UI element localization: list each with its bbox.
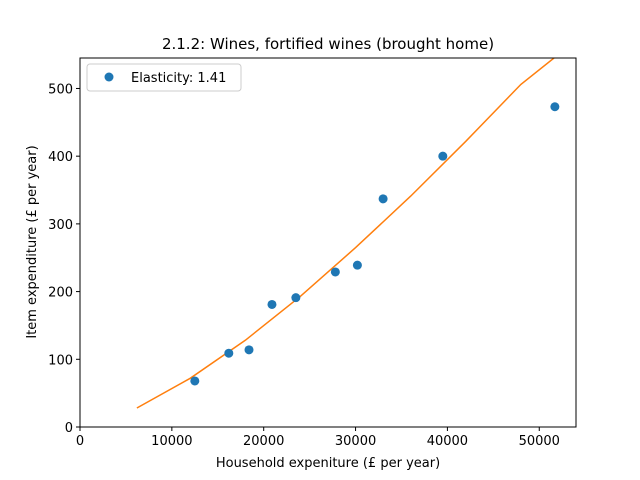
data-point <box>267 299 277 309</box>
x-tick-label: 40000 <box>427 434 468 449</box>
legend-label: Elasticity: 1.41 <box>131 71 226 86</box>
y-tick-label: 100 <box>48 353 73 368</box>
y-tick-label: 500 <box>48 82 73 97</box>
x-tick-label: 0 <box>76 434 84 449</box>
x-axis: 0 10000 20000 30000 40000 50000 <box>76 427 560 449</box>
x-tick-label: 30000 <box>335 434 376 449</box>
x-tick-label: 20000 <box>243 434 284 449</box>
y-tick-label: 0 <box>65 421 73 436</box>
y-axis-label: Item expenditure (£ per year) <box>25 145 40 338</box>
data-point <box>352 260 362 270</box>
y-axis: 0 100 200 300 400 500 <box>48 82 80 436</box>
x-tick-label: 10000 <box>151 434 192 449</box>
data-point <box>550 102 560 112</box>
fit-line-layer <box>136 58 555 409</box>
data-point <box>378 194 388 204</box>
data-point <box>438 151 448 161</box>
y-tick-label: 300 <box>48 218 73 233</box>
plot-frame <box>79 57 577 428</box>
x-tick-label: 50000 <box>519 434 560 449</box>
y-tick-label: 400 <box>48 150 73 165</box>
data-point <box>244 345 254 355</box>
data-points-layer <box>190 102 560 386</box>
data-point <box>190 376 200 386</box>
x-axis-label: Household expeniture (£ per year) <box>216 456 440 471</box>
data-point <box>330 267 340 277</box>
legend: Elasticity: 1.41 <box>86 63 242 92</box>
data-point <box>224 348 234 358</box>
chart-title: 2.1.2: Wines, fortified wines (brought h… <box>162 35 494 53</box>
legend-frame <box>86 63 242 92</box>
y-tick-label: 200 <box>48 286 73 301</box>
data-point <box>291 293 301 303</box>
legend-marker <box>104 72 114 82</box>
fit-line <box>136 58 555 409</box>
